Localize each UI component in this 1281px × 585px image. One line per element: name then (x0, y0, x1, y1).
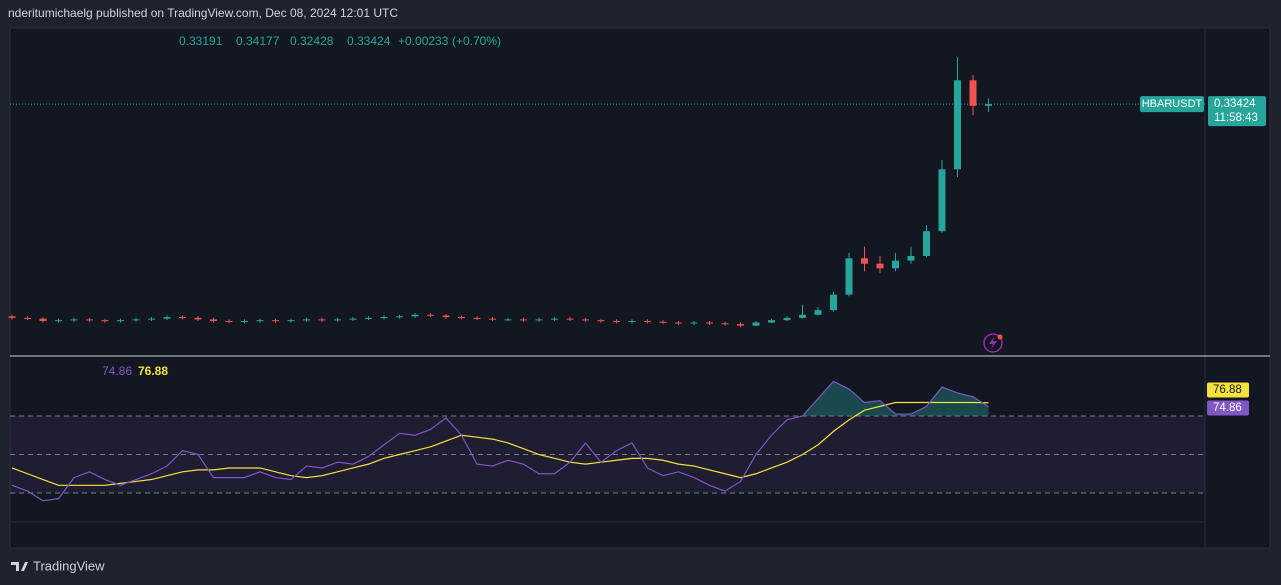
candle-body (287, 320, 295, 322)
candle-body (551, 318, 558, 320)
candle-body (783, 317, 791, 321)
alert-bolt (989, 337, 997, 349)
rsi-line (11, 380, 989, 502)
candle-body (132, 319, 140, 321)
overbought-fill (12, 381, 989, 416)
alert-circle (983, 333, 1003, 353)
candle-body (861, 258, 868, 264)
candle-body (675, 322, 682, 324)
candle-body (179, 317, 186, 319)
candle-body (923, 231, 930, 256)
candle-body (628, 320, 636, 322)
candle-body (907, 255, 915, 261)
candle-body (845, 258, 853, 295)
candle-body (938, 169, 946, 232)
candle-body (799, 314, 806, 318)
candle-body (566, 318, 574, 320)
candle-body (597, 320, 605, 322)
candle-body (163, 317, 171, 319)
candle-body (380, 317, 388, 319)
change-value: +0.00233 (398, 34, 449, 48)
candle-body (442, 315, 450, 318)
candle-body (876, 263, 884, 269)
candle-body (892, 260, 899, 269)
symbol-label: HBARUSDT (1142, 98, 1203, 110)
rsi-tag-label: 74.86 (1213, 402, 1242, 414)
rsi-value: 74.86 (102, 364, 132, 378)
candle-body (210, 319, 217, 321)
candle-body (117, 320, 124, 322)
ohlc-legend: 0.33191 0.34177 0.32428 0.33424 +0.00233… (179, 34, 501, 48)
rsi-tag (1207, 400, 1249, 416)
candle-body (768, 320, 775, 323)
candle-body (830, 294, 837, 311)
symbol-tag (1140, 96, 1204, 113)
price-label: 0.33424 (1214, 98, 1256, 110)
candle-body (86, 319, 93, 321)
candle-body (256, 320, 264, 322)
candle-body (101, 320, 109, 322)
candle-body (334, 319, 341, 321)
candle-body (752, 322, 760, 326)
candle-body (954, 80, 961, 170)
candle-body (644, 320, 651, 322)
candle-body (814, 310, 822, 315)
low-value: 0.32428 (290, 34, 334, 48)
candle-body (272, 320, 279, 322)
candle-body (349, 318, 357, 320)
open-value: 0.33191 (179, 34, 223, 48)
change-percent: (+0.70%) (452, 34, 501, 48)
candle-body (458, 317, 465, 319)
close-value: 0.33424 (347, 34, 391, 48)
candle-body (985, 104, 992, 106)
candle-body (659, 321, 667, 323)
candle-body (520, 319, 527, 321)
alert-icon[interactable] (983, 333, 1003, 353)
candle-body (39, 318, 47, 321)
alert-dot (997, 334, 1003, 340)
candle-body (582, 319, 589, 321)
candle-body (8, 316, 16, 318)
candle-body (427, 314, 434, 316)
published-line: nderitumichaelg published on TradingView… (8, 6, 398, 20)
rsi-line (11, 401, 989, 486)
candle-body (70, 319, 78, 321)
candle-body (690, 322, 698, 324)
candle-body (504, 319, 512, 321)
candle-body (396, 316, 403, 318)
candle-body (969, 80, 977, 106)
candle-body (303, 319, 310, 321)
candle-body (721, 323, 729, 325)
candle-body (535, 319, 543, 321)
candle-body (365, 317, 372, 319)
logo-mark (11, 562, 28, 571)
candle-body (194, 317, 202, 320)
rsi-tag (1207, 382, 1249, 398)
footer-logo: TradingView (11, 558, 105, 573)
brand: TradingView (33, 558, 105, 573)
chart-area (9, 27, 1271, 549)
candle-body (473, 317, 481, 319)
rsi-ma-value: 76.88 (138, 364, 168, 378)
candle-body (24, 317, 31, 319)
candle-body (55, 320, 62, 322)
high-value: 0.34177 (236, 34, 280, 48)
candle-body (241, 320, 248, 322)
candle-body (737, 324, 744, 326)
rsi-tag-label: 76.88 (1213, 384, 1242, 396)
price-tag (1208, 96, 1266, 127)
candle-body (318, 319, 326, 321)
countdown-label: 11:58:43 (1214, 112, 1258, 124)
candle-body (225, 320, 233, 322)
candle-body (613, 320, 620, 322)
candle-body (489, 318, 496, 320)
candle-body (148, 318, 155, 320)
candle-body (411, 314, 419, 317)
candle-body (706, 322, 713, 324)
